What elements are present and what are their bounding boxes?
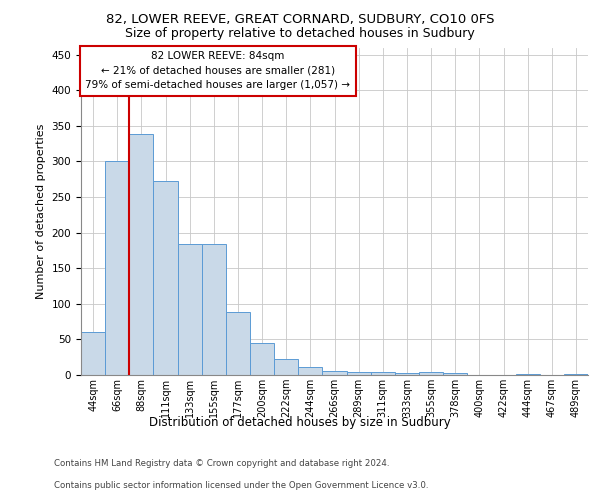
Bar xyxy=(443,373,467,375)
Text: Size of property relative to detached houses in Sudbury: Size of property relative to detached ho… xyxy=(125,28,475,40)
Bar xyxy=(226,312,250,375)
Bar xyxy=(371,372,395,375)
Text: Distribution of detached houses by size in Sudbury: Distribution of detached houses by size … xyxy=(149,416,451,429)
Bar xyxy=(129,134,154,375)
Text: Contains HM Land Registry data © Crown copyright and database right 2024.: Contains HM Land Registry data © Crown c… xyxy=(54,460,389,468)
Bar xyxy=(250,343,274,375)
Bar xyxy=(564,374,588,375)
Bar xyxy=(178,244,202,375)
Bar xyxy=(274,360,298,375)
Text: 82 LOWER REEVE: 84sqm
← 21% of detached houses are smaller (281)
79% of semi-det: 82 LOWER REEVE: 84sqm ← 21% of detached … xyxy=(85,51,350,90)
Text: 82, LOWER REEVE, GREAT CORNARD, SUDBURY, CO10 0FS: 82, LOWER REEVE, GREAT CORNARD, SUDBURY,… xyxy=(106,12,494,26)
Bar xyxy=(395,373,419,375)
Bar xyxy=(347,372,371,375)
Bar xyxy=(202,244,226,375)
Bar xyxy=(81,332,105,375)
Bar xyxy=(105,162,129,375)
Text: Contains public sector information licensed under the Open Government Licence v3: Contains public sector information licen… xyxy=(54,480,428,490)
Bar xyxy=(322,370,347,375)
Bar xyxy=(419,372,443,375)
Bar xyxy=(515,374,540,375)
Bar xyxy=(154,182,178,375)
Bar xyxy=(298,367,322,375)
Y-axis label: Number of detached properties: Number of detached properties xyxy=(36,124,46,299)
